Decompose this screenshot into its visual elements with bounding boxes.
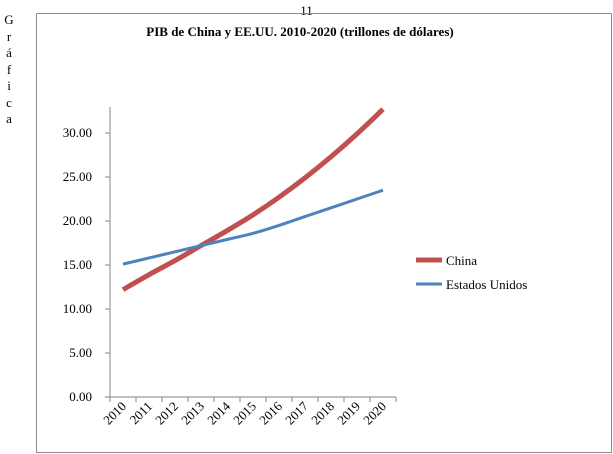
- legend-label-china: China: [446, 253, 477, 268]
- y-tick-label: 15.00: [63, 257, 92, 272]
- y-tick-label: 5.00: [69, 345, 92, 360]
- page-number: 11: [300, 3, 313, 18]
- chart-title: PIB de China y EE.UU. 2010-2020 (trillon…: [146, 24, 453, 39]
- side-label-letter: i: [7, 78, 11, 93]
- series-line-china: [121, 107, 385, 292]
- y-tick-label: 20.00: [63, 213, 92, 228]
- x-tick-label: 2017: [282, 398, 311, 427]
- y-tick-label: 25.00: [63, 169, 92, 184]
- y-tick-label: 30.00: [63, 125, 92, 140]
- x-tick-label: 2020: [360, 399, 389, 428]
- x-tick-label: 2016: [256, 398, 285, 427]
- side-label-letter: á: [6, 45, 12, 60]
- side-label-letter: a: [6, 111, 12, 126]
- x-tick-label: 2018: [308, 399, 337, 428]
- side-label-letter: G: [4, 12, 14, 27]
- x-tick-label: 2014: [204, 398, 233, 427]
- x-tick-label: 2019: [334, 399, 363, 428]
- legend-label-estados-unidos: Estados Unidos: [446, 277, 527, 292]
- series-line-estados-unidos: [122, 188, 384, 266]
- x-tick-label: 2013: [178, 399, 207, 428]
- side-label-letter: r: [6, 28, 12, 44]
- chart-frame: [36, 13, 612, 453]
- x-tick-label: 2012: [152, 399, 181, 428]
- x-tick-label: 2010: [100, 399, 129, 428]
- side-label-letter: f: [6, 61, 12, 77]
- y-tick-label: 10.00: [63, 301, 92, 316]
- chart-legend: China Estados Unidos: [416, 253, 527, 292]
- x-tick-label: 2011: [126, 399, 155, 428]
- y-tick-label: 0.00: [69, 389, 92, 404]
- side-label-letter: c: [6, 94, 12, 110]
- chart-axes: 0.005.0010.0015.0020.0025.0030.002010201…: [63, 107, 397, 428]
- chart-series: [121, 107, 385, 292]
- x-tick-label: 2015: [230, 399, 259, 428]
